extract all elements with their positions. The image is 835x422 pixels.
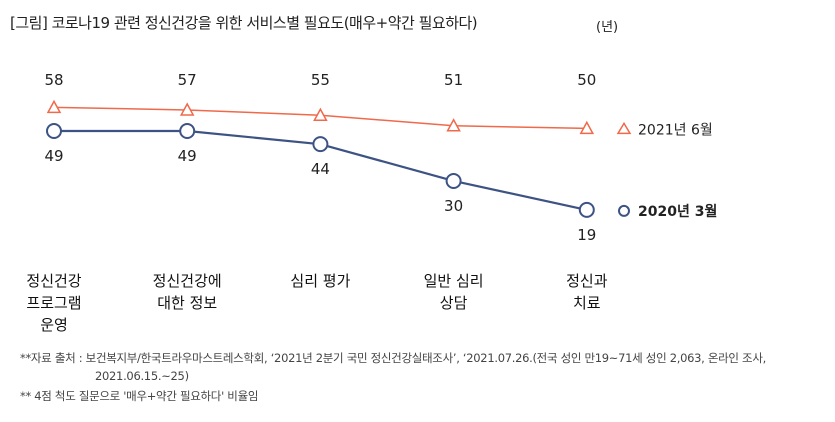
data-label: 50 [577,71,596,89]
data-label: 51 [444,71,463,89]
data-point [578,201,595,218]
data-point [446,118,461,132]
data-point [179,123,196,139]
plot-area: 58 57 55 51 50 2021년 6월 49 49 44 30 19 2020년 3월 [44,71,717,244]
legend-label: 2020년 3월 [638,203,717,220]
data-point [445,172,462,189]
data-point [312,136,329,153]
x-tick-label: 정신건강에 대한 정보 [152,272,222,312]
data-label: 57 [178,71,197,89]
data-label: 49 [178,147,197,165]
data-point [46,99,62,114]
chart-title: [그림] 코로나19 관련 정신건강을 위한 서비스별 필요도(매우+약간 필요… [10,14,478,32]
data-point [46,123,62,139]
legend-marker [616,121,632,135]
data-point [179,102,195,116]
legend-label: 2021년 6월 [638,122,713,138]
source-note-cont: 2021.06.15.~25) [95,369,189,383]
x-tick-label: 정신과 치료 [566,272,608,312]
source-note: **자료 출처 : 보건복지부/한국트라우마스트레스학회, ‘2021년 2분기… [20,351,766,365]
data-label: 44 [311,160,330,178]
data-label: 30 [444,197,463,215]
data-label: 58 [44,71,63,89]
data-label: 55 [311,71,330,89]
footnote: ** 4점 척도 질문으로 '매우+약간 필요하다' 비율임 [20,389,259,403]
legend-marker [618,204,630,217]
data-point [313,107,328,121]
data-point [579,120,595,135]
unit-label: (년) [596,20,619,35]
x-tick-label: 심리 평가 [290,272,351,290]
data-label: 49 [44,147,63,165]
data-label: 19 [577,226,596,244]
x-tick-label: 정신건강 프로그램 운영 [26,272,82,334]
x-tick-label: 일반 심리 상담 [423,272,484,312]
